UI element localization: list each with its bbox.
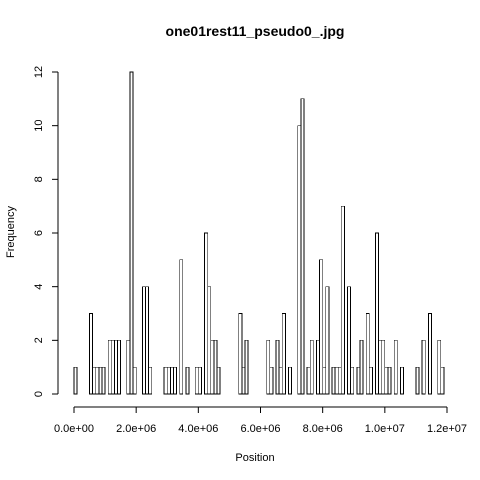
y-axis-tick-label: 10 (33, 120, 45, 132)
histogram-bar (334, 366, 339, 395)
histogram-bar (440, 366, 445, 395)
histogram-bar (185, 366, 190, 395)
histogram-bar (437, 339, 442, 395)
x-axis-tick-label: 8.0e+06 (303, 423, 343, 435)
histogram-bar (148, 366, 153, 395)
histogram-bar (325, 286, 330, 395)
histogram-bar (117, 339, 122, 395)
histogram-bar (319, 259, 324, 395)
x-axis-tick-label: 1.0e+07 (365, 423, 405, 435)
histogram-bar (141, 286, 146, 395)
x-axis-tick-label: 6.0e+06 (240, 423, 280, 435)
x-axis-tick-label: 2.0e+06 (116, 423, 156, 435)
histogram-bar (365, 313, 370, 395)
histogram-bar (95, 366, 100, 395)
histogram-bar (207, 286, 212, 395)
histogram-bar (375, 232, 380, 395)
histogram-bar (378, 339, 383, 395)
chart-title: one01rest11_pseudo0_.jpg (166, 23, 345, 39)
x-axis-label: Position (235, 452, 274, 464)
y-axis-tick-label: 8 (33, 176, 45, 182)
histogram-bar (384, 366, 389, 395)
y-axis-tick-label: 2 (33, 337, 45, 343)
histogram-bar (399, 366, 404, 395)
histogram-bar (281, 313, 286, 395)
histogram-bar (275, 339, 280, 395)
histogram-bar (89, 313, 94, 395)
y-axis-tick-label: 0 (33, 391, 45, 397)
histogram-bar (114, 339, 118, 395)
histogram-bar (309, 339, 314, 395)
histogram-bar (415, 366, 420, 395)
histogram-bar (204, 232, 209, 395)
x-axis-tick-label: 4.0e+06 (178, 423, 218, 435)
y-axis-tick-label: 4 (33, 284, 45, 290)
histogram-bar (92, 366, 97, 395)
histogram-bar (129, 71, 134, 395)
histogram-bar (197, 366, 202, 395)
histogram-bar (322, 366, 327, 395)
histogram-bar (350, 366, 355, 395)
x-axis-tick-label: 1.2e+07 (427, 423, 467, 435)
histogram-bar (359, 339, 364, 395)
histogram-bar (278, 366, 283, 395)
x-axis-tick-label: 0.0e+00 (54, 423, 94, 435)
histogram-bar (297, 125, 302, 395)
histogram-bar (316, 339, 320, 395)
x-axis: 0.0e+00 2.0e+06 4.0e+06 6.0e+06 8.0e+06 1.0e+… (54, 406, 467, 435)
histogram-bar (340, 205, 345, 395)
y-axis-tick-label: 12 (33, 66, 45, 78)
histogram-bar (306, 366, 311, 395)
histogram-bar (331, 366, 336, 395)
histogram-bar (194, 366, 199, 395)
y-axis-label-group: Frequency (5, 206, 17, 258)
histogram-bar (169, 366, 174, 395)
histogram-bar (210, 339, 215, 395)
histogram-bar (166, 366, 171, 395)
histogram-bar (337, 366, 342, 395)
y-axis-label: Frequency (5, 206, 17, 258)
histogram-bar (387, 366, 392, 395)
histogram-bar (132, 366, 137, 395)
histogram-bar (266, 339, 271, 395)
chart-title-group: one01rest11_pseudo0_.jpg (166, 23, 345, 39)
histogram-bar (381, 339, 386, 395)
histogram-bar (126, 339, 131, 395)
histogram-bar (393, 339, 398, 395)
histogram-bar (110, 339, 115, 395)
histogram-bar (356, 366, 361, 395)
histogram-bar (347, 286, 352, 395)
histogram-bar (300, 98, 305, 395)
histogram-bar (427, 313, 432, 395)
histogram-bar (244, 339, 249, 395)
histogram-bar (179, 259, 184, 395)
histogram-bar (216, 366, 221, 395)
histogram-bar (241, 366, 246, 395)
histogram-bar (145, 286, 150, 395)
y-axis-tick-label: 6 (33, 230, 45, 236)
histogram-bar (269, 366, 274, 395)
histogram-bar (213, 339, 218, 395)
y-axis: 0 2 4 6 8 10 12 (33, 66, 59, 397)
histogram-bar (173, 366, 177, 395)
histogram-bar (101, 366, 106, 395)
histogram-bar (288, 366, 292, 395)
histogram-bar (368, 366, 373, 395)
histogram-bar (73, 366, 78, 395)
histogram-bar (238, 313, 243, 395)
histogram-bar (107, 339, 112, 395)
histogram-bar (163, 366, 168, 395)
histogram-bars (73, 71, 445, 395)
x-axis-label-group: Position (235, 452, 274, 464)
histogram-bar (421, 339, 426, 395)
histogram-bar (98, 366, 103, 395)
